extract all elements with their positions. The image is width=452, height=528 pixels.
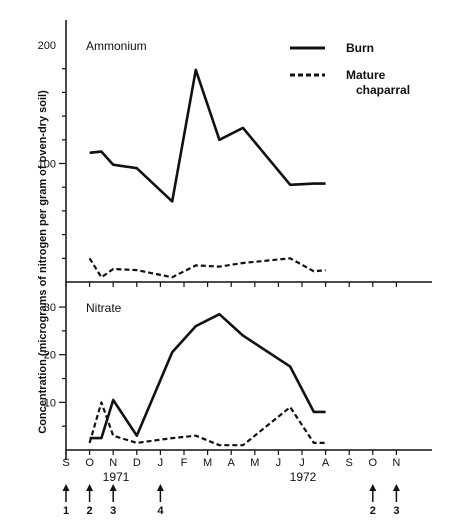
series-lines bbox=[88, 68, 326, 447]
year-label-1972: 1972 bbox=[290, 470, 317, 484]
x-tick-label: J bbox=[276, 457, 282, 469]
arrow-head-icon bbox=[109, 484, 117, 491]
y-axis-label: Concentration (micrograms of nitrogen pe… bbox=[37, 90, 49, 434]
y-tick-label: 20 bbox=[44, 350, 56, 362]
legend-chaparral-word1: Mature bbox=[346, 68, 386, 82]
x-tick-label: A bbox=[322, 457, 330, 469]
x-tick-label: S bbox=[346, 457, 353, 469]
x-tick-label: J bbox=[158, 457, 164, 469]
marker-number: 3 bbox=[393, 505, 399, 517]
x-tick-label: A bbox=[228, 457, 236, 469]
series-line-burn bbox=[89, 68, 326, 203]
x-tick-label: S bbox=[62, 457, 69, 469]
x-tick-label: M bbox=[250, 457, 259, 469]
series-line-burn bbox=[89, 312, 326, 440]
y-tick-label: 200 bbox=[38, 40, 56, 52]
arrow-head-icon bbox=[62, 484, 70, 491]
x-tick-label: M bbox=[203, 457, 212, 469]
sampling-marker: 1 bbox=[62, 484, 70, 517]
marker-number: 4 bbox=[157, 505, 164, 517]
arrow-head-icon bbox=[156, 484, 164, 491]
nitrate-panel-title: Nitrate bbox=[86, 301, 122, 315]
x-tick-label: N bbox=[109, 457, 117, 469]
x-tick-label: J bbox=[299, 457, 305, 469]
x-tick-label: O bbox=[369, 457, 378, 469]
x-tick-label: O bbox=[85, 457, 94, 469]
series-line-mature-chaparral bbox=[88, 401, 326, 447]
marker-number: 3 bbox=[110, 505, 116, 517]
series-line-mature-chaparral bbox=[88, 257, 326, 279]
marker-number: 1 bbox=[63, 505, 69, 517]
sampling-markers: 1 2 3 4 2 3 bbox=[62, 484, 400, 517]
arrow-head-icon bbox=[369, 484, 377, 491]
legend-burn-label: Burn bbox=[346, 41, 374, 55]
x-tick-label: D bbox=[133, 457, 141, 469]
sampling-marker: 3 bbox=[392, 484, 400, 517]
x-tick-label: F bbox=[181, 457, 188, 469]
sampling-marker: 2 bbox=[369, 484, 377, 517]
x-tick-label: N bbox=[392, 457, 400, 469]
sampling-marker: 2 bbox=[86, 484, 94, 517]
marker-number: 2 bbox=[370, 505, 376, 517]
y-tick-label: 10 bbox=[44, 397, 56, 409]
ammonium-panel-title: Ammonium bbox=[86, 39, 147, 53]
marker-number: 2 bbox=[87, 505, 93, 517]
y-ticks: 100 200 10 20 30 bbox=[38, 40, 66, 427]
sampling-marker: 4 bbox=[156, 484, 164, 517]
y-tick-label: 100 bbox=[38, 159, 56, 171]
sampling-marker: 3 bbox=[109, 484, 117, 517]
legend-chaparral-label: Mature chaparral bbox=[346, 68, 410, 97]
arrow-head-icon bbox=[392, 484, 400, 491]
y-tick-label: 30 bbox=[44, 302, 56, 314]
legend-chaparral-word2: chaparral bbox=[356, 83, 410, 97]
year-label-1971: 1971 bbox=[103, 470, 130, 484]
arrow-head-icon bbox=[86, 484, 94, 491]
